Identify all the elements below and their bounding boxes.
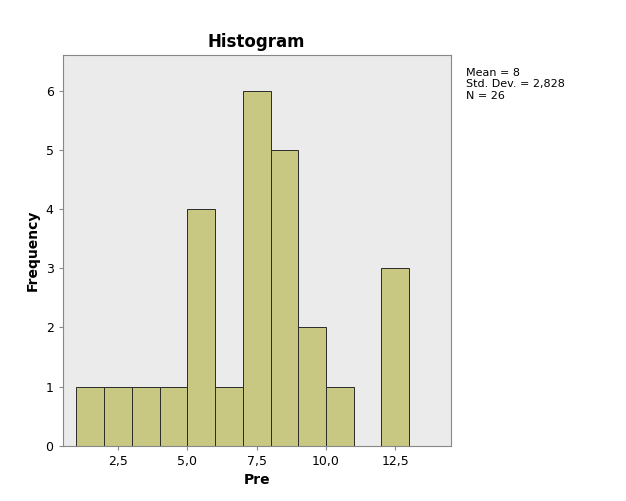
Bar xyxy=(243,91,270,446)
Bar xyxy=(326,387,354,446)
Bar xyxy=(76,387,104,446)
Bar xyxy=(104,387,132,446)
Bar xyxy=(132,387,160,446)
Bar xyxy=(298,328,326,446)
Bar xyxy=(270,150,298,446)
Title: Histogram: Histogram xyxy=(208,33,305,51)
Bar xyxy=(381,268,409,446)
Bar xyxy=(160,387,187,446)
Text: Mean = 8
Std. Dev. = 2,828
N = 26: Mean = 8 Std. Dev. = 2,828 N = 26 xyxy=(466,68,565,101)
Bar xyxy=(215,387,243,446)
Bar xyxy=(187,209,215,446)
Y-axis label: Frequency: Frequency xyxy=(26,210,40,291)
X-axis label: Pre: Pre xyxy=(244,473,270,487)
